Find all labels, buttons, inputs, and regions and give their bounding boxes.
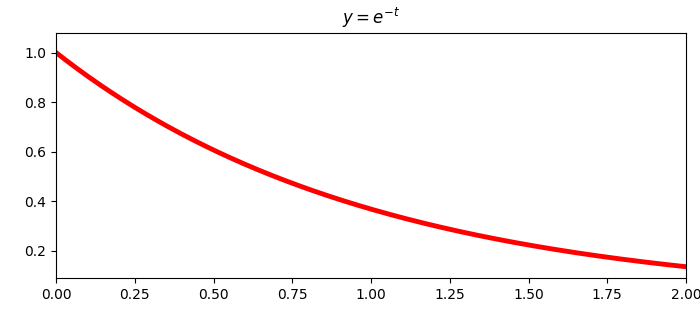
Title: $y = e^{-t}$: $y = e^{-t}$ (342, 6, 400, 30)
